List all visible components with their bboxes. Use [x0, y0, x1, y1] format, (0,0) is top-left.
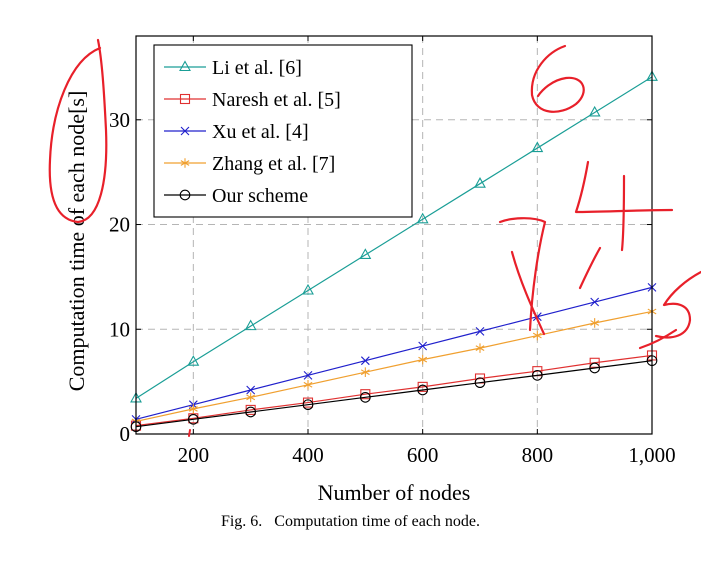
series-1 — [130, 70, 658, 403]
axis-ticks: 200 400 600 800 1,000 0 10 20 30 — [109, 36, 676, 467]
marker-star — [188, 404, 198, 414]
marker-star — [475, 343, 485, 353]
marker-triangle — [588, 105, 601, 117]
marker-triangle — [187, 355, 200, 366]
legend-entry: Naresh et al. [5] — [164, 89, 341, 111]
series-3 — [131, 282, 657, 424]
series-line — [135, 286, 653, 420]
ink-dot — [188, 429, 191, 437]
marker-x — [303, 370, 313, 380]
legend-entry: Zhang et al. [7] — [164, 153, 335, 175]
marker-circle — [245, 406, 257, 418]
ink-pointer — [638, 328, 678, 350]
x-tick-label: 400 — [292, 443, 324, 467]
line-chart: 200 400 600 800 1,000 0 10 20 30 Number of nodes… — [48, 35, 701, 505]
marker-star — [180, 158, 190, 168]
marker-x — [418, 341, 428, 351]
x-tick-label: 1,000 — [628, 443, 675, 467]
series-line — [135, 360, 653, 428]
marker-circle — [179, 189, 191, 201]
marker-triangle — [302, 283, 314, 295]
marker-triangle — [244, 319, 257, 331]
legend-entry: Li et al. [6] — [164, 57, 302, 79]
marker-star — [246, 392, 256, 403]
marker-x — [360, 356, 370, 366]
marker-x — [180, 126, 190, 136]
marker-circle — [187, 413, 199, 425]
series-layer — [130, 70, 658, 433]
marker-square — [589, 357, 600, 368]
marker-star — [590, 318, 600, 328]
marker-circle — [359, 391, 371, 403]
ink-digit-6 — [530, 44, 585, 113]
caption-label: Fig. 6. — [220, 513, 263, 530]
marker-triangle — [474, 177, 486, 188]
marker-circle — [302, 399, 314, 411]
ink-digit-7 — [498, 217, 547, 332]
ink-digit-4 — [574, 160, 674, 252]
marker-triangle — [531, 141, 544, 153]
ink-stroke-a — [510, 250, 546, 336]
legend-label: Naresh et al. [5] — [212, 89, 341, 111]
marker-circle — [589, 362, 601, 374]
series-line — [135, 310, 653, 423]
x-tick-label: 800 — [522, 443, 554, 467]
legend-entry: Xu et al. [4] — [164, 121, 309, 143]
ink-stroke-b — [578, 246, 602, 290]
legend-label: Zhang et al. [7] — [212, 153, 335, 175]
marker-square — [360, 389, 371, 400]
legend-label: Xu et al. [4] — [212, 121, 309, 143]
y-axis-title: Computation time of each node[s] — [64, 91, 89, 392]
handwritten-annotations — [48, 38, 701, 437]
legend-entry: Our scheme — [164, 185, 308, 207]
x-tick-label: 200 — [178, 443, 210, 467]
marker-triangle — [179, 60, 191, 72]
marker-circle — [474, 377, 486, 389]
marker-circle — [531, 369, 543, 381]
caption-text: Computation time of each node. — [274, 513, 481, 530]
y-tick-label: 30 — [109, 108, 130, 132]
marker-star — [532, 330, 542, 341]
figure-caption: Fig. 6. Computation time of each node. — [0, 513, 701, 531]
legend-label: Our scheme — [212, 185, 308, 207]
marker-x — [475, 326, 485, 336]
ink-circle-ylabel — [48, 38, 108, 224]
plot-frame — [135, 35, 653, 435]
series-2 — [130, 350, 658, 431]
series-line — [135, 76, 653, 399]
marker-x — [590, 297, 600, 307]
marker-x — [246, 385, 256, 395]
marker-star — [418, 354, 428, 365]
series-5 — [130, 355, 658, 433]
marker-triangle — [359, 248, 372, 259]
marker-star — [303, 379, 313, 390]
series-line — [135, 354, 653, 427]
marker-star — [360, 367, 370, 378]
legend: Li et al. [6] Naresh et al. [5] Xu et al. … — [153, 44, 413, 218]
legend-label: Li et al. [6] — [212, 57, 302, 79]
y-tick-label: 0 — [120, 422, 131, 446]
y-tick-label: 10 — [109, 317, 130, 341]
y-tick-label: 20 — [109, 213, 130, 237]
marker-square — [417, 381, 428, 392]
marker-circle — [417, 384, 429, 396]
x-tick-label: 600 — [407, 443, 439, 467]
ink-digit-5 — [654, 270, 701, 339]
marker-triangle — [416, 212, 429, 224]
x-axis-title: Number of nodes — [318, 480, 471, 505]
series-4 — [131, 306, 657, 427]
marker-square — [179, 93, 191, 105]
